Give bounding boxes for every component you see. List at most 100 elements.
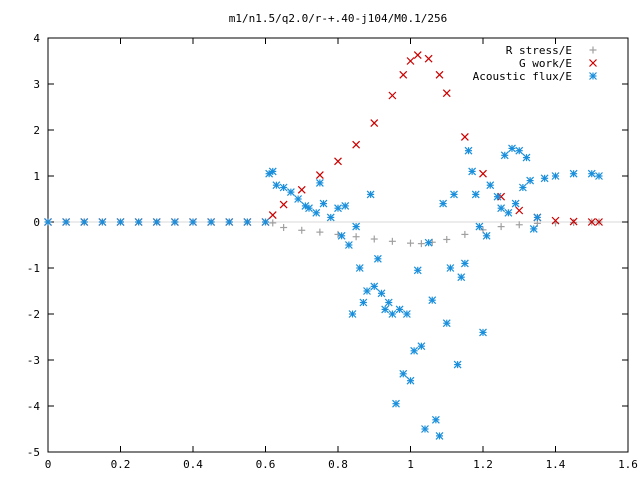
data-point (421, 425, 429, 433)
data-point (540, 174, 549, 183)
data-point (551, 216, 560, 225)
data-point (475, 222, 484, 231)
data-point (298, 226, 306, 234)
data-point (62, 218, 71, 226)
data-point (280, 224, 288, 232)
data-point (461, 230, 469, 238)
data-point (388, 91, 397, 100)
data-point (366, 190, 375, 199)
data-point (479, 169, 487, 178)
data-point (526, 176, 535, 185)
data-point (486, 181, 495, 190)
data-point (406, 376, 415, 385)
data-point (225, 218, 234, 226)
legend-marker (589, 72, 597, 80)
data-point (460, 132, 469, 141)
data-point (344, 241, 353, 249)
data-point (388, 310, 397, 318)
data-point (533, 213, 542, 222)
data-point (407, 239, 414, 247)
data-point (413, 266, 422, 275)
data-point (373, 254, 382, 263)
data-point (348, 310, 357, 318)
data-point (286, 188, 295, 197)
data-point (326, 213, 335, 222)
data-point (80, 218, 89, 226)
y-tick-label: -1 (27, 262, 40, 275)
data-point (279, 200, 288, 209)
data-point (395, 305, 404, 314)
data-point (569, 169, 578, 178)
data-point (269, 219, 277, 227)
data-point (497, 204, 506, 213)
x-tick-label: 1.2 (473, 458, 493, 471)
x-tick-label: 0.8 (328, 458, 348, 471)
data-point (334, 204, 342, 213)
data-point (207, 218, 216, 226)
data-point (522, 153, 531, 162)
data-point (482, 231, 491, 240)
data-point (352, 233, 360, 241)
x-tick-label: 0.2 (111, 458, 131, 471)
data-point (402, 310, 411, 318)
data-point (363, 287, 371, 295)
data-point (443, 235, 451, 243)
data-point (595, 172, 603, 180)
data-point (261, 218, 270, 226)
data-point (297, 185, 306, 194)
legend-label: R stress/E (506, 44, 572, 57)
data-point (518, 183, 527, 192)
data-point (428, 296, 437, 305)
legend-marker (589, 59, 597, 67)
data-point (334, 157, 342, 166)
data-point (152, 218, 161, 226)
data-point (337, 231, 346, 240)
data-point (460, 259, 469, 268)
y-tick-label: -4 (27, 400, 41, 413)
data-point (315, 171, 324, 180)
series-2 (44, 144, 603, 440)
data-point (551, 172, 560, 180)
x-tick-label: 0.4 (183, 458, 203, 471)
data-point (370, 282, 379, 291)
y-tick-label: 3 (33, 78, 40, 91)
data-point (98, 218, 107, 226)
data-point (268, 211, 277, 220)
data-point (493, 192, 502, 201)
chart-title: m1/n1.5/q2.0/r-+.40-j104/M0.1/256 (229, 12, 448, 25)
legend-label: Acoustic flux/E (473, 70, 572, 83)
data-point (471, 190, 480, 199)
data-point (569, 217, 578, 226)
data-point (529, 224, 538, 233)
data-point (355, 264, 364, 272)
data-point (446, 264, 455, 272)
data-point (388, 237, 396, 245)
data-point (352, 140, 361, 149)
data-point (279, 183, 288, 192)
data-point (511, 199, 520, 208)
data-point (424, 54, 433, 63)
data-point (457, 273, 466, 282)
data-point (424, 238, 433, 247)
x-tick-label: 1.4 (546, 458, 566, 471)
y-tick-label: 4 (33, 32, 40, 45)
data-point (268, 167, 277, 176)
data-point (410, 346, 419, 355)
x-tick-label: 0 (45, 458, 52, 471)
data-point (384, 298, 393, 307)
data-point (370, 119, 379, 128)
data-point (189, 218, 197, 226)
data-point (515, 221, 523, 229)
y-tick-label: -3 (27, 354, 40, 367)
data-point (316, 228, 324, 236)
y-tick-label: 1 (33, 170, 40, 183)
data-point (497, 223, 505, 231)
data-point (442, 319, 451, 328)
y-tick-label: -5 (27, 446, 40, 459)
data-point (381, 305, 390, 314)
data-point (435, 431, 444, 440)
data-point (352, 222, 361, 231)
